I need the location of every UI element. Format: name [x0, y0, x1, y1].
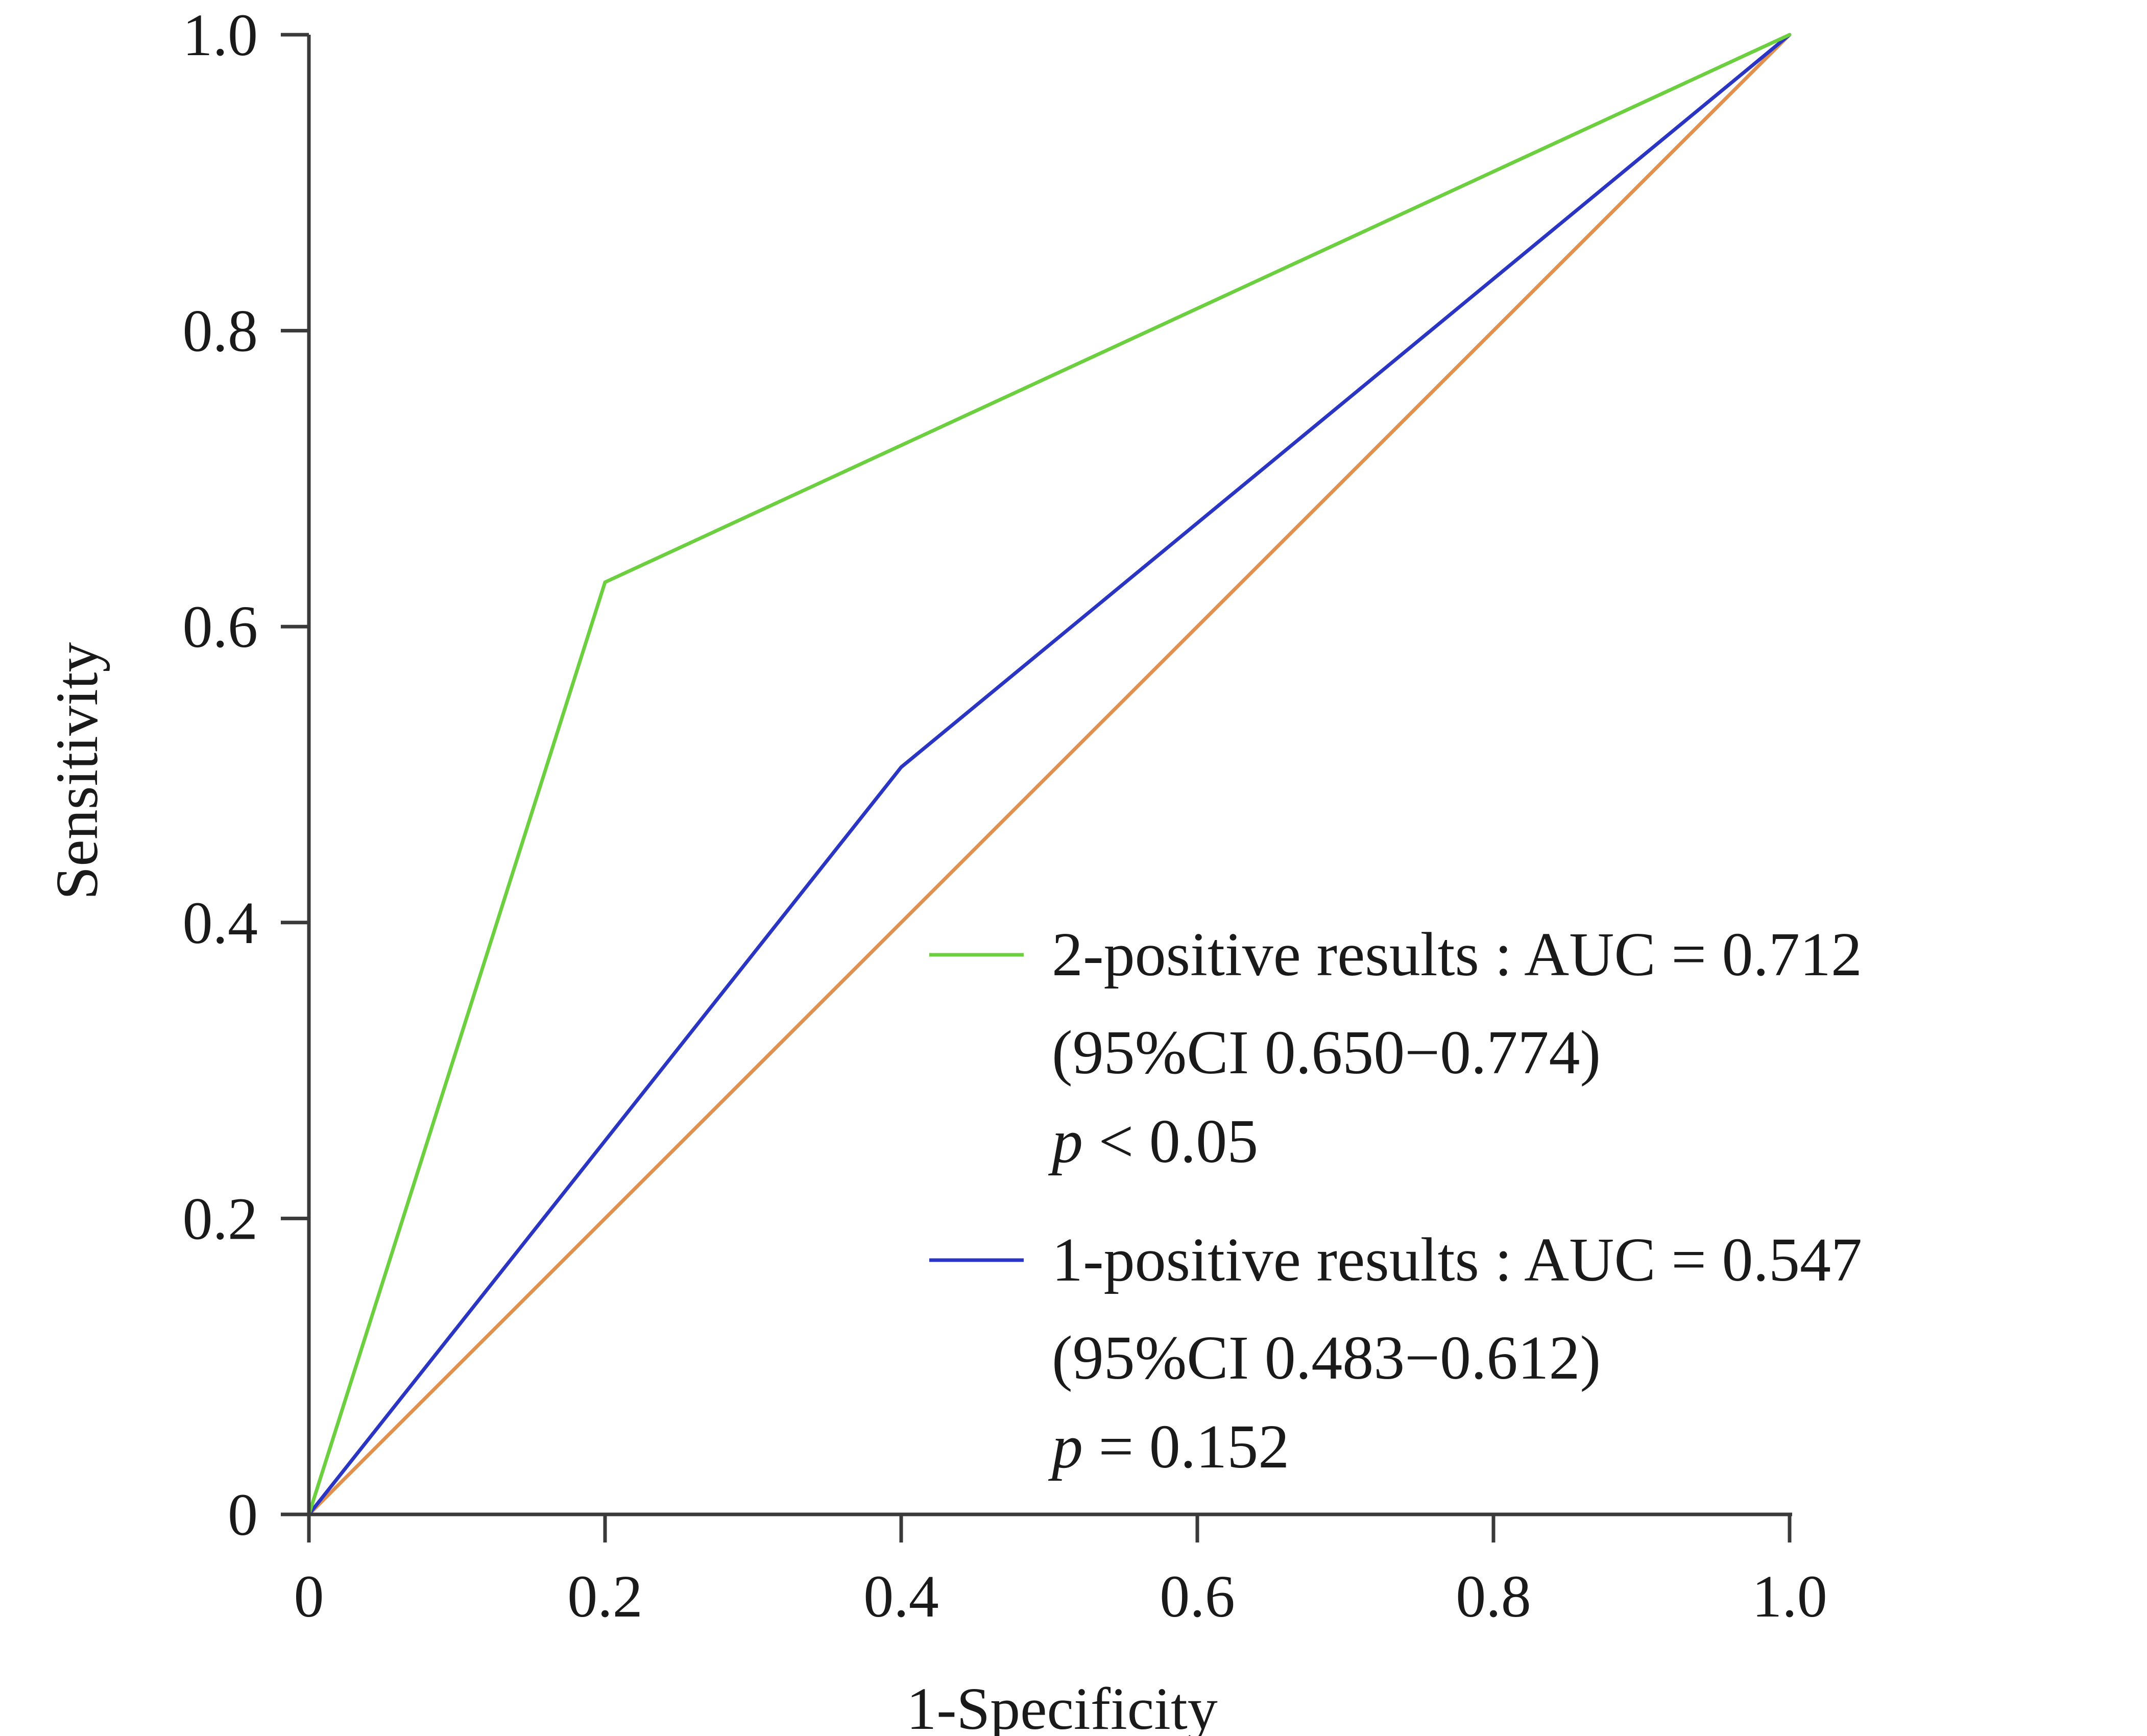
- line-reference-diagonal: [307, 33, 1792, 1516]
- x-axis-title: 1-Specificity: [906, 1675, 1217, 1736]
- legend-p-1-positive: p = 0.152: [1048, 1412, 1289, 1481]
- y-tick-label: 0: [228, 1481, 258, 1548]
- x-tick-label: 0.4: [863, 1563, 939, 1630]
- line-1-positive: [307, 33, 1792, 1516]
- legend-ci-2-positive: (95%CI 0.650−0.774): [1052, 1018, 1601, 1087]
- legend-p-value-2-positive: < 0.05: [1083, 1107, 1258, 1176]
- line-2-positive: [307, 33, 1792, 1516]
- y-tick-label: 0.8: [183, 298, 258, 365]
- x-tick-label: 0: [294, 1563, 324, 1630]
- x-tick-label: 1.0: [1752, 1563, 1827, 1630]
- x-tick-label: 0.8: [1456, 1563, 1531, 1630]
- x-axis-ticks: 0 0.2 0.4 0.6 0.8 1.0: [294, 1514, 1827, 1630]
- x-tick-label: 0.2: [567, 1563, 643, 1630]
- y-axis-ticks: 0 0.2 0.4 0.6 0.8 1.0: [183, 2, 309, 1548]
- y-tick-label: 0.6: [183, 593, 258, 660]
- y-axis-title: Sensitivity: [43, 642, 110, 900]
- legend-p-symbol-1-positive: p: [1048, 1412, 1083, 1481]
- series-layer: [307, 33, 1792, 1516]
- legend-label-2-positive: 2-positive results : AUC = 0.712: [1052, 920, 1862, 989]
- legend-p-value-1-positive: = 0.152: [1083, 1412, 1289, 1481]
- y-tick-label: 0.4: [183, 889, 258, 956]
- y-tick-label: 0.2: [183, 1185, 258, 1252]
- legend-ci-1-positive: (95%CI 0.483−0.612): [1052, 1323, 1601, 1392]
- legend-p-symbol-2-positive: p: [1048, 1107, 1083, 1176]
- legend: 2-positive results : AUC = 0.712 (95%CI …: [929, 920, 1862, 1481]
- x-tick-label: 0.6: [1160, 1563, 1235, 1630]
- legend-p-2-positive: p < 0.05: [1048, 1107, 1258, 1176]
- y-tick-label: 1.0: [183, 2, 258, 68]
- legend-label-1-positive: 1-positive results : AUC = 0.547: [1052, 1225, 1862, 1294]
